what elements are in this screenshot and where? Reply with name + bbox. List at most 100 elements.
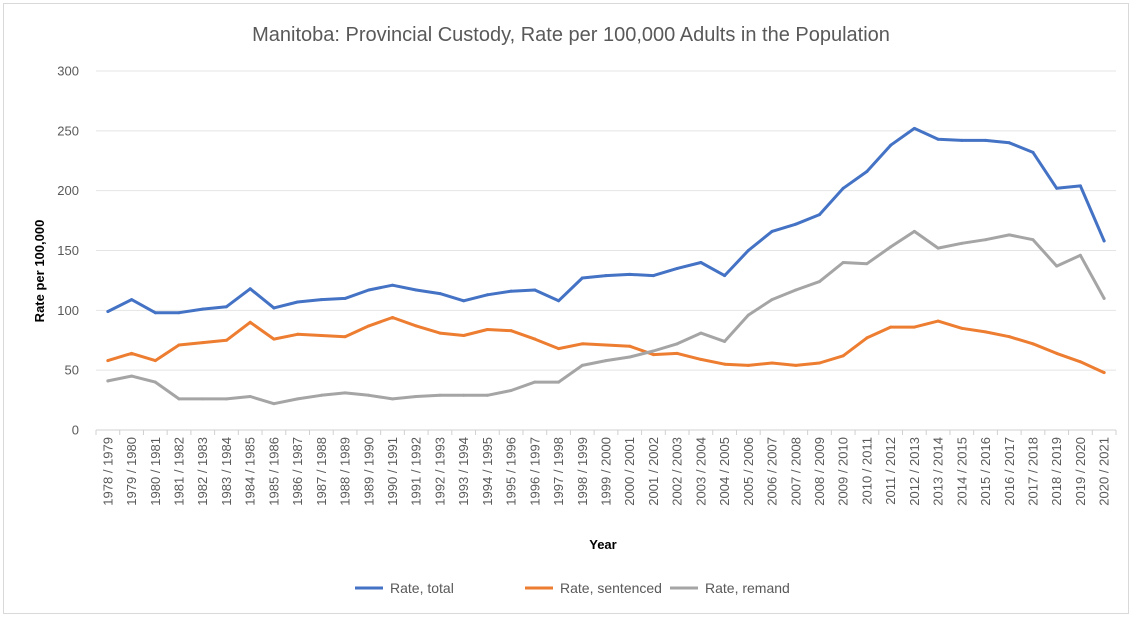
data-point — [865, 262, 869, 266]
data-point — [296, 332, 300, 336]
x-tick-label: 2017 / 2018 — [1025, 437, 1040, 506]
data-point — [723, 274, 727, 278]
series-line-0 — [106, 126, 1106, 315]
data-point — [580, 363, 584, 367]
data-point — [1078, 184, 1082, 188]
data-point — [604, 343, 608, 347]
x-tick-label: 2012 / 2013 — [907, 437, 922, 506]
data-point — [1055, 264, 1059, 268]
data-point — [746, 249, 750, 252]
data-point — [224, 338, 228, 342]
data-point — [224, 305, 228, 309]
data-point — [177, 397, 181, 401]
data-point — [153, 359, 157, 363]
x-tick-label: 2003 / 2004 — [693, 437, 708, 506]
data-point — [580, 342, 584, 346]
x-tick-label: 2011 / 2012 — [883, 437, 898, 505]
x-tick-label: 2006 / 2007 — [765, 437, 780, 506]
data-point — [248, 394, 252, 398]
data-point — [153, 380, 157, 384]
y-tick-label: 50 — [65, 363, 79, 378]
x-axis-title: Year — [589, 537, 616, 552]
data-point — [319, 298, 323, 302]
data-point — [557, 380, 561, 384]
data-point — [130, 374, 134, 378]
data-point — [960, 241, 964, 245]
data-point — [1102, 371, 1106, 375]
data-point — [628, 344, 632, 348]
data-point — [628, 272, 632, 276]
x-tick-label: 1987 / 1988 — [314, 437, 329, 506]
data-point — [723, 339, 727, 343]
data-point — [130, 298, 134, 302]
data-point — [770, 229, 774, 233]
data-point — [319, 333, 323, 337]
x-tick-label: 1982 / 1983 — [195, 437, 210, 506]
data-point — [201, 307, 205, 311]
x-tick-label: 1991 / 1992 — [409, 437, 424, 506]
data-point — [817, 213, 821, 217]
data-point — [675, 351, 679, 355]
data-point — [770, 298, 774, 302]
data-point — [414, 324, 418, 328]
x-tick-label: 1978 / 1979 — [100, 437, 115, 506]
data-point — [984, 138, 988, 142]
data-point — [1031, 150, 1035, 154]
data-point — [960, 326, 964, 330]
data-point — [841, 354, 845, 358]
data-point — [485, 393, 489, 397]
data-point — [1007, 141, 1011, 145]
data-point — [580, 276, 584, 280]
data-point — [201, 341, 205, 345]
data-point — [533, 337, 537, 341]
data-point — [1102, 296, 1106, 300]
x-tick-label: 1996 / 1997 — [527, 437, 542, 506]
x-tick-label: 2010 / 2011 — [859, 437, 874, 505]
data-point — [106, 310, 110, 314]
data-point — [485, 293, 489, 297]
data-point — [438, 331, 442, 335]
data-point — [746, 363, 750, 367]
data-point — [130, 351, 134, 355]
data-point — [794, 288, 798, 292]
x-tick-label: 1989 / 1990 — [361, 437, 376, 506]
data-point — [794, 222, 798, 226]
legend: Rate, total Rate, sentenced Rate, remand — [355, 580, 790, 596]
x-tick-label: 1984 / 1985 — [243, 437, 258, 506]
data-point — [936, 319, 940, 323]
data-point — [438, 393, 442, 397]
legend-label: Rate, sentenced — [560, 580, 662, 596]
y-tick-label: 0 — [72, 423, 79, 438]
x-tick-label: 1992 / 1993 — [432, 437, 447, 506]
data-point — [177, 343, 181, 347]
data-point — [936, 137, 940, 141]
x-tick-label: 2005 / 2006 — [741, 437, 756, 506]
data-point — [628, 355, 632, 359]
data-point — [1102, 239, 1106, 243]
data-point — [1031, 342, 1035, 346]
x-tick-label: 1995 / 1996 — [504, 437, 519, 506]
data-point — [533, 380, 537, 384]
x-tick-label: 1980 / 1981 — [148, 437, 163, 506]
x-tick-label: 1979 / 1980 — [124, 437, 139, 506]
series-line-2 — [106, 229, 1106, 406]
data-point — [248, 320, 252, 324]
y-axis-ticks: 0 50 100 150 200 250 300 — [57, 64, 79, 438]
data-point — [414, 288, 418, 292]
y-tick-label: 100 — [57, 303, 79, 318]
data-point — [817, 280, 821, 284]
data-point — [391, 283, 395, 287]
x-tick-label: 1986 / 1987 — [290, 437, 305, 506]
x-tick-label: 2019 / 2020 — [1073, 437, 1088, 506]
data-point — [1031, 238, 1035, 242]
data-point — [557, 299, 561, 303]
x-tick-label: 2000 / 2001 — [622, 437, 637, 506]
data-point — [984, 330, 988, 334]
data-point — [1055, 186, 1059, 190]
data-point — [177, 311, 181, 315]
x-tick-label: 1988 / 1989 — [338, 437, 353, 506]
data-point — [533, 288, 537, 292]
data-point — [248, 287, 252, 291]
data-point — [889, 325, 893, 329]
data-point — [343, 335, 347, 339]
